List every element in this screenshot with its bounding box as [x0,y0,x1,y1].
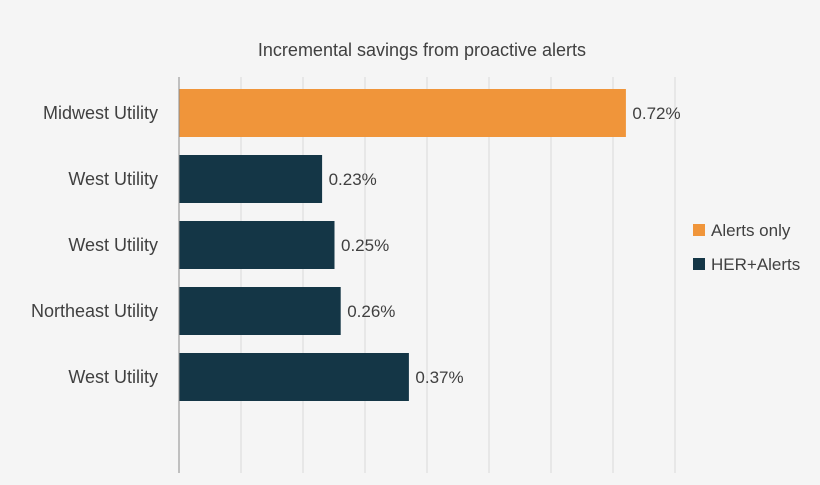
category-label: Midwest Utility [43,103,158,123]
legend-swatch [693,258,705,270]
category-label: Northeast Utility [31,301,158,321]
category-label: West Utility [68,367,158,387]
category-label: West Utility [68,169,158,189]
data-label: 0.25% [341,236,389,255]
legend-label: HER+Alerts [711,255,800,274]
category-label: West Utility [68,235,158,255]
legend-label: Alerts only [711,221,791,240]
bar [179,89,626,137]
value-labels: 0.72% 0.23% 0.25% 0.26% 0.37% [329,104,681,387]
gridlines [240,77,676,473]
bar [179,221,335,269]
legend: Alerts only HER+Alerts [693,221,800,274]
bars-group [179,89,626,401]
legend-swatch [693,224,705,236]
data-label: 0.37% [415,368,463,387]
bar [179,287,341,335]
data-label: 0.72% [632,104,680,123]
bar [179,155,323,203]
bar [179,353,409,401]
data-label: 0.23% [329,170,377,189]
chart-title: Incremental savings from proactive alert… [258,40,586,60]
category-labels: Midwest Utility West Utility West Utility N… [31,103,158,387]
data-label: 0.26% [347,302,395,321]
